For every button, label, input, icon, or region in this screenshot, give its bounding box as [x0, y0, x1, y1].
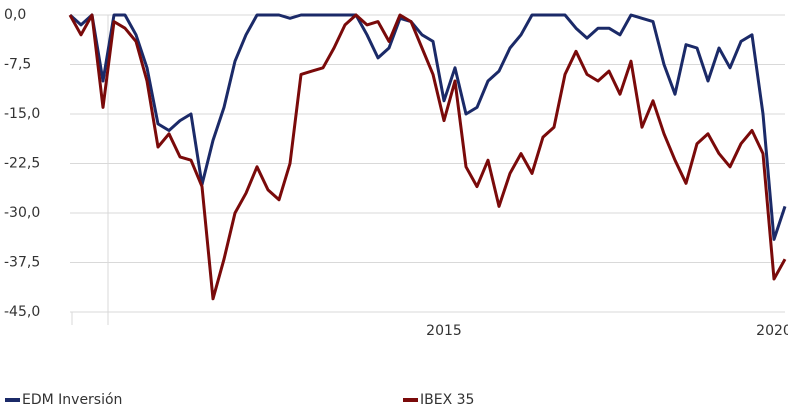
y-tick-label: -7,5 [4, 57, 31, 73]
data-line [68, 13, 787, 301]
y-tick-label: -22,5 [4, 156, 40, 172]
y-tick-label: -15,0 [4, 106, 40, 122]
y-tick-label: 0,0 [4, 7, 26, 23]
x-tick-label: 2020 [756, 323, 788, 339]
legend-label: IBEX 35 [420, 392, 474, 408]
y-tick-label: -37,5 [4, 255, 40, 271]
data-line [68, 13, 787, 241]
y-tick-label: -45,0 [4, 304, 40, 320]
x-tick-label: 2015 [426, 323, 462, 339]
legend-label: EDM Inversión [22, 392, 122, 408]
y-tick-label: -30,0 [4, 205, 40, 221]
